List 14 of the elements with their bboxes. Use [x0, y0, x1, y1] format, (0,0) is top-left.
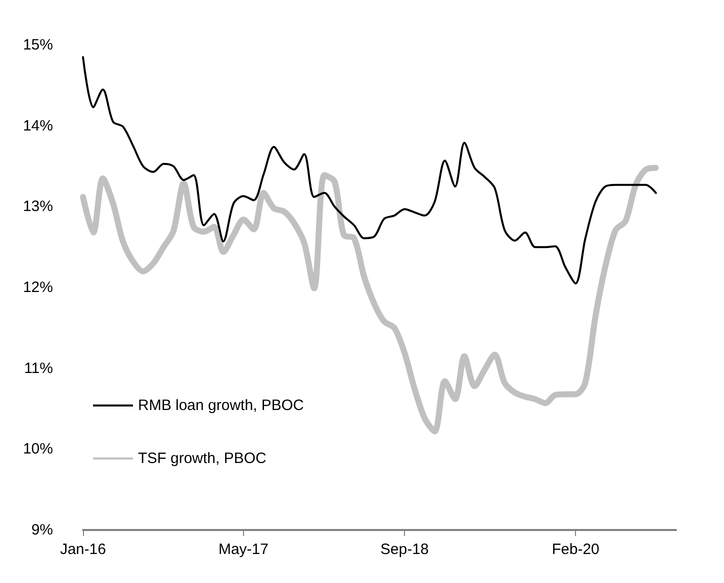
- x-tick-label: Jan-16: [60, 541, 106, 558]
- y-tick-label: 11%: [24, 360, 53, 377]
- y-tick-label: 10%: [22, 440, 53, 458]
- x-tick-label: Feb-20: [552, 541, 600, 558]
- legend-label: TSF growth, PBOC: [138, 450, 267, 467]
- y-tick-label: 9%: [31, 522, 53, 538]
- x-tick-label: May-17: [218, 541, 268, 558]
- y-tick-label: 15%: [22, 36, 53, 54]
- legend-label: RMB loan growth, PBOC: [138, 397, 304, 414]
- y-tick-label: 12%: [22, 279, 53, 296]
- y-tick-label: 14%: [22, 117, 53, 134]
- x-tick-label: Sep-18: [380, 541, 429, 558]
- y-tick-label: 13%: [22, 198, 53, 216]
- line-series: [82, 56, 657, 284]
